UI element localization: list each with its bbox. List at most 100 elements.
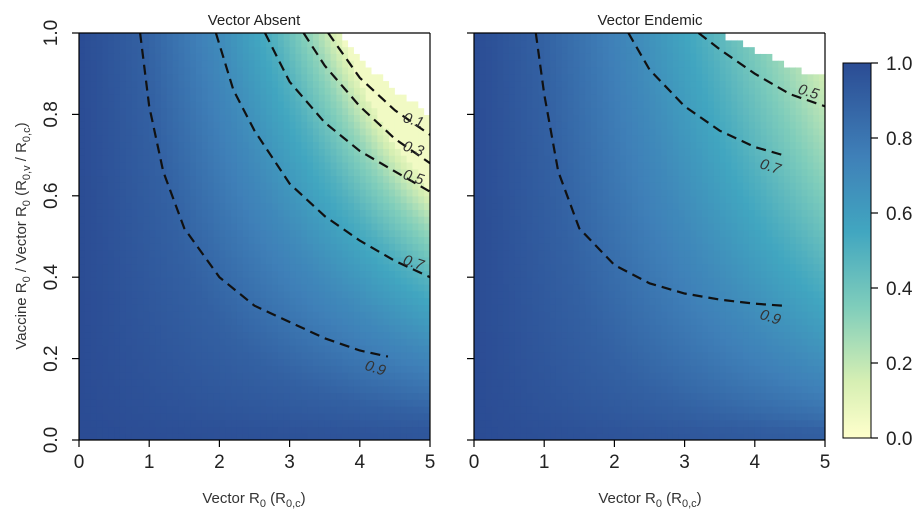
- heatmap-cell: [555, 277, 563, 285]
- heatmap-cell: [125, 148, 133, 156]
- heatmap-cell: [336, 433, 343, 440]
- heatmap-cell: [90, 338, 98, 346]
- heatmap-cell: [190, 351, 197, 360]
- heatmap-cell: [102, 195, 109, 204]
- heatmap-cell: [277, 189, 285, 197]
- heatmap-cell: [160, 168, 168, 177]
- heatmap-cell: [389, 66, 396, 75]
- heatmap-cell: [400, 378, 408, 387]
- heatmap-cell: [424, 148, 430, 156]
- heatmap-cell: [538, 189, 545, 197]
- heatmap-cell: [190, 317, 197, 326]
- heatmap-cell: [474, 351, 481, 360]
- heatmap-cell: [225, 399, 232, 407]
- heatmap-cell: [236, 121, 244, 129]
- heatmap-cell: [412, 406, 419, 414]
- heatmap-cell: [184, 168, 191, 177]
- heatmap-cell: [514, 412, 522, 421]
- heatmap-cell: [184, 256, 191, 265]
- heatmap-cell: [365, 426, 373, 434]
- heatmap-cell: [213, 175, 220, 183]
- heatmap-cell: [301, 53, 308, 61]
- heatmap-cell: [295, 222, 302, 231]
- heatmap-cell: [424, 277, 430, 285]
- heatmap-cell: [591, 297, 598, 305]
- heatmap-cell: [330, 263, 337, 272]
- heatmap-cell: [225, 39, 232, 48]
- heatmap-cell: [514, 148, 522, 156]
- heatmap-cell: [532, 209, 539, 217]
- heatmap-cell: [318, 155, 326, 163]
- heatmap-cell: [406, 202, 414, 210]
- heatmap-cell: [389, 53, 396, 61]
- heatmap-cell: [591, 39, 598, 48]
- heatmap-cell: [231, 277, 238, 285]
- heatmap-cell: [295, 399, 302, 407]
- heatmap-cell: [201, 209, 209, 217]
- heatmap-cell: [178, 46, 185, 54]
- heatmap-cell: [371, 73, 378, 82]
- heatmap-cell: [532, 358, 539, 366]
- heatmap-cell: [567, 406, 575, 414]
- heatmap-cell: [289, 426, 297, 434]
- heatmap-cell: [532, 46, 539, 54]
- heatmap-cell: [289, 338, 297, 346]
- heatmap-cell: [272, 53, 279, 61]
- heatmap-cell: [491, 358, 498, 366]
- heatmap-cell: [149, 80, 156, 88]
- heatmap-cell: [412, 358, 419, 366]
- heatmap-cell: [84, 263, 92, 272]
- heatmap-cell: [424, 182, 430, 190]
- heatmap-cell: [526, 392, 534, 400]
- heatmap-cell: [324, 148, 332, 156]
- contour-label: 0.5: [401, 166, 427, 189]
- heatmap-cell: [567, 141, 575, 149]
- heatmap-cell: [90, 399, 98, 407]
- heatmap-cell: [283, 263, 291, 272]
- heatmap-cell: [125, 290, 133, 299]
- heatmap-cell: [119, 189, 127, 197]
- heatmap-cell: [596, 161, 604, 170]
- heatmap-cell: [324, 141, 332, 149]
- heatmap-cell: [155, 87, 162, 95]
- heatmap-cell: [359, 114, 367, 122]
- heatmap-cell: [201, 256, 209, 265]
- heatmap-cell: [102, 345, 109, 353]
- heatmap-cell: [342, 243, 349, 251]
- heatmap-cell: [295, 53, 302, 61]
- heatmap-cell: [213, 392, 220, 400]
- heatmap-cell: [550, 392, 557, 400]
- heatmap-cell: [166, 365, 174, 373]
- heatmap-cell: [389, 80, 396, 88]
- heatmap-cell: [108, 33, 115, 41]
- heatmap-cell: [137, 216, 144, 224]
- heatmap-cell: [579, 277, 586, 285]
- heatmap-cell: [248, 168, 256, 177]
- heatmap-cell: [166, 283, 174, 292]
- heatmap-cell: [84, 127, 92, 136]
- heatmap-cell: [532, 406, 539, 414]
- heatmap-cell: [526, 351, 534, 360]
- heatmap-cell: [119, 250, 127, 258]
- heatmap-cell: [108, 304, 115, 312]
- heatmap-cell: [248, 87, 256, 95]
- heatmap-cell: [207, 73, 215, 82]
- heatmap-cell: [544, 345, 551, 353]
- heatmap-cell: [567, 66, 575, 75]
- heatmap-cell: [131, 236, 139, 244]
- heatmap-cell: [155, 358, 162, 366]
- heatmap-cell: [196, 406, 203, 414]
- heatmap-cell: [79, 121, 86, 129]
- x-tick-label: 4: [355, 452, 366, 473]
- heatmap-cell: [509, 406, 516, 414]
- heatmap-cell: [219, 33, 226, 41]
- heatmap-cell: [119, 365, 127, 373]
- heatmap-cell: [585, 338, 592, 346]
- heatmap-cell: [196, 229, 203, 238]
- heatmap-cell: [474, 94, 481, 102]
- heatmap-cell: [424, 80, 430, 88]
- heatmap-cell: [84, 53, 92, 61]
- heatmap-cell: [96, 433, 103, 440]
- heatmap-cell: [108, 338, 115, 346]
- heatmap-cell: [295, 304, 302, 312]
